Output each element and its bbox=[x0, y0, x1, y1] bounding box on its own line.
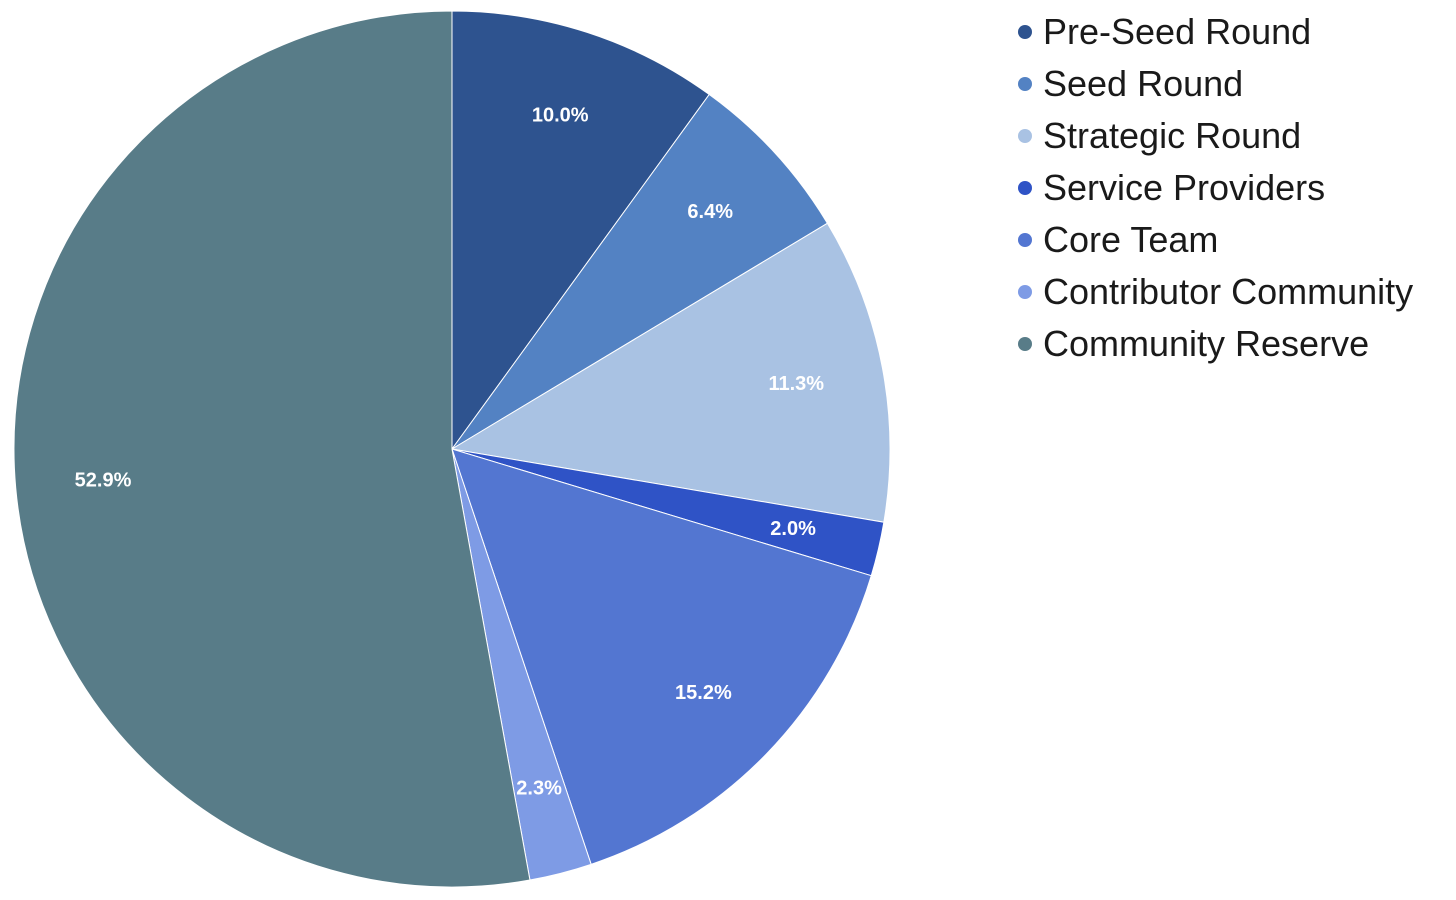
pie-slice-seed-round bbox=[451, 93, 829, 450]
legend-label: Core Team bbox=[1043, 219, 1219, 260]
legend-swatch bbox=[1018, 285, 1032, 299]
legend: Pre-Seed Round Seed Round Strategic Round S… bbox=[1018, 6, 1413, 370]
legend-swatch bbox=[1018, 77, 1032, 91]
slice-label-core-team: 15.2% bbox=[675, 682, 732, 704]
legend-swatch bbox=[1018, 25, 1032, 39]
pie-slice-strategic-round bbox=[450, 222, 891, 523]
legend-swatch bbox=[1018, 337, 1032, 351]
legend-label: Service Providers bbox=[1043, 167, 1326, 208]
legend-item-pre-seed-round: Pre-Seed Round bbox=[1018, 6, 1413, 58]
legend-label: Seed Round bbox=[1043, 63, 1244, 104]
legend-label: Strategic Round bbox=[1043, 115, 1302, 156]
legend-label: Pre-Seed Round bbox=[1043, 11, 1312, 52]
slice-label-contributor-community: 2.3% bbox=[516, 777, 562, 799]
legend-item-service-providers: Service Providers bbox=[1018, 162, 1413, 214]
legend-swatch bbox=[1018, 129, 1032, 143]
legend-item-strategic-round: Strategic Round bbox=[1018, 110, 1413, 162]
legend-item-community-reserve: Community Reserve bbox=[1018, 318, 1413, 370]
slice-label-service-providers: 2.0% bbox=[770, 518, 816, 540]
pie-slices bbox=[13, 10, 891, 888]
legend-swatch bbox=[1018, 181, 1032, 195]
pie-slice-labels: 10.0% 6.4% 11.3% 2.0% 15.2% 2.3% 52.9% bbox=[75, 105, 825, 800]
pie-slice-community-reserve bbox=[13, 10, 531, 888]
legend-label: Contributor Community bbox=[1043, 271, 1414, 312]
pie-slice-pre-seed-round bbox=[451, 10, 710, 451]
slice-label-strategic-round: 11.3% bbox=[768, 373, 824, 395]
slice-label-seed-round: 6.4% bbox=[687, 201, 733, 223]
slice-label-community-reserve: 52.9% bbox=[75, 469, 132, 491]
legend-swatch bbox=[1018, 233, 1032, 247]
legend-item-seed-round: Seed Round bbox=[1018, 58, 1413, 110]
legend-label: Community Reserve bbox=[1043, 323, 1370, 364]
legend-item-contributor-community: Contributor Community bbox=[1018, 266, 1413, 318]
slice-label-pre-seed-round: 10.0% bbox=[532, 105, 589, 127]
legend-item-core-team: Core Team bbox=[1018, 214, 1413, 266]
